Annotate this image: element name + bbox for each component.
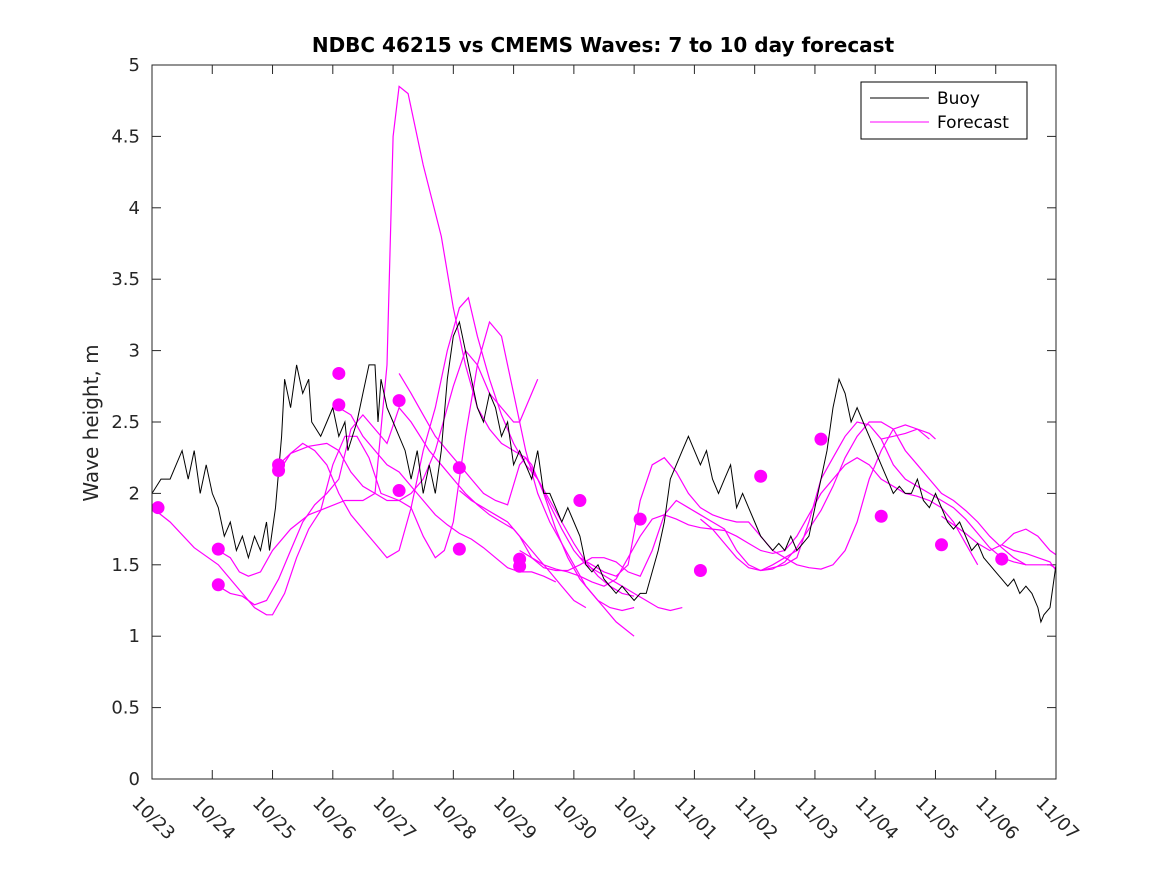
y-tick-label: 1 (129, 626, 140, 647)
legend-box (860, 81, 1028, 140)
forecast-series-line (881, 428, 936, 440)
forecast-series-line (278, 349, 539, 502)
y-tick-label: 4.5 (111, 126, 140, 147)
forecast-point (452, 461, 466, 475)
forecast-series-line (459, 490, 798, 577)
y-axis-label: Wave height, m (79, 344, 103, 501)
y-tick-label: 0 (129, 769, 140, 790)
forecast-point (633, 512, 647, 526)
forecast-point (693, 564, 707, 578)
forecast-point (392, 394, 406, 408)
forecast-point (452, 542, 466, 556)
forecast-point (513, 559, 527, 573)
forecast-series-line (398, 373, 683, 612)
y-tick-label: 3 (129, 341, 140, 362)
legend-forecast-label: Forecast (937, 113, 1009, 133)
forecast-point (934, 538, 948, 552)
forecast-point (754, 469, 768, 483)
forecast-series-line (278, 296, 635, 597)
forecast-point (995, 552, 1009, 566)
forecast-point (151, 501, 165, 515)
y-tick-label: 3.5 (111, 269, 140, 290)
forecast-point (392, 484, 406, 498)
legend: Buoy Forecast (860, 81, 1028, 140)
forecast-point (211, 578, 225, 592)
forecast-point (211, 542, 225, 556)
y-tick-label: 4 (129, 198, 140, 219)
forecast-series-line (217, 85, 635, 637)
forecast-series-line (217, 406, 587, 609)
buoy-series-line (152, 320, 1056, 624)
y-tick-label: 2.5 (111, 412, 140, 433)
forecast-point (814, 432, 828, 446)
y-tick-label: 5 (129, 55, 140, 76)
y-tick-label: 2 (129, 483, 140, 504)
forecast-point (874, 509, 888, 523)
forecast-series-line (579, 424, 930, 577)
forecast-series-line (700, 421, 1027, 572)
forecast-point (332, 398, 346, 412)
y-tick-label: 1.5 (111, 555, 140, 576)
forecast-series-line (519, 457, 979, 587)
axes-frame (151, 64, 1057, 780)
legend-buoy-label: Buoy (937, 89, 980, 109)
y-tick-label: 0.5 (111, 698, 140, 719)
forecast-series-line (941, 515, 1056, 556)
chart-title: NDBC 46215 vs CMEMS Waves: 7 to 10 day f… (312, 33, 895, 57)
forecast-point (332, 366, 346, 380)
forecast-point (272, 464, 286, 478)
forecast-series-line (1001, 544, 1056, 572)
forecast-point (573, 494, 587, 508)
